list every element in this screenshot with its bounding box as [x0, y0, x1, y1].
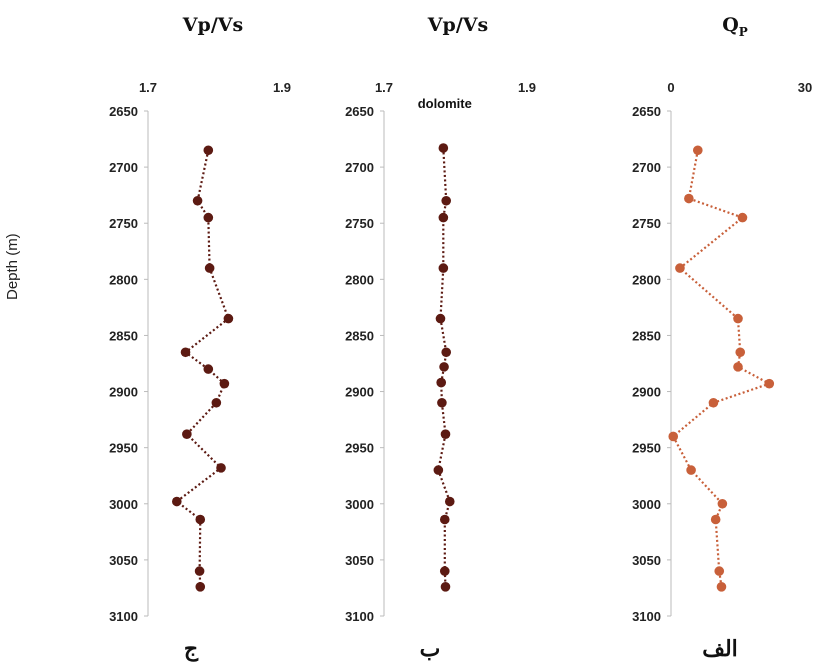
y-tick-label: 3000 — [109, 497, 138, 512]
data-point — [439, 362, 449, 372]
y-tick-label: 2700 — [109, 160, 138, 175]
y-tick-label: 2750 — [345, 216, 374, 231]
y-tick-label: 2900 — [345, 385, 374, 400]
data-point — [182, 429, 192, 440]
data-point — [172, 496, 182, 507]
annotation-label: dolomite — [418, 96, 472, 111]
data-point — [203, 145, 214, 156]
y-tick-label: 2850 — [109, 328, 138, 343]
y-tick-label: 2950 — [632, 441, 661, 456]
data-point — [438, 263, 449, 273]
series-line — [671, 150, 773, 587]
data-point — [216, 463, 226, 473]
data-point — [437, 397, 447, 408]
y-tick-label: 2650 — [632, 104, 661, 119]
x-tick-label: 1.9 — [273, 80, 291, 95]
x-tick-label: 0 — [667, 80, 674, 95]
y-tick-label: 2850 — [632, 328, 661, 343]
y-tick-label: 2700 — [632, 160, 661, 175]
data-point — [675, 263, 685, 273]
data-point — [764, 378, 775, 389]
data-point — [436, 377, 447, 388]
title-right-sub: P — [738, 24, 748, 39]
y-tick-label: 3050 — [109, 553, 138, 568]
data-point — [716, 582, 727, 592]
title-right-main: Q — [722, 14, 739, 36]
y-tick-label: 2800 — [109, 272, 138, 287]
data-point — [441, 347, 452, 358]
x-tick-label: 1.7 — [139, 80, 157, 95]
data-point — [194, 566, 205, 576]
data-point — [717, 498, 728, 509]
data-point — [223, 313, 234, 324]
data-point — [714, 566, 725, 576]
data-point — [668, 431, 679, 442]
y-tick-label: 2750 — [632, 216, 661, 231]
x-tick-label: 1.9 — [518, 80, 536, 95]
y-tick-label: 2800 — [345, 272, 374, 287]
y-tick-label: 2750 — [109, 216, 138, 231]
data-point — [439, 566, 450, 576]
data-point — [192, 195, 203, 206]
data-point — [733, 313, 743, 324]
data-point — [733, 362, 743, 372]
data-point — [433, 465, 444, 475]
data-point — [693, 145, 703, 156]
data-point — [195, 514, 206, 525]
data-point — [203, 364, 214, 374]
data-point — [440, 429, 451, 440]
data-point — [708, 397, 719, 408]
data-point — [195, 582, 206, 592]
y-tick-label: 2850 — [345, 328, 374, 343]
y-tick-label: 2950 — [345, 441, 374, 456]
y-tick-label: 3050 — [632, 553, 661, 568]
data-point — [203, 212, 214, 223]
data-point — [684, 193, 694, 204]
data-point — [444, 496, 455, 507]
y-tick-label: 2700 — [345, 160, 374, 175]
panel-label-left: ج — [183, 636, 199, 662]
data-point — [219, 378, 230, 389]
y-tick-label: 3000 — [345, 497, 374, 512]
y-tick-label: 2650 — [109, 104, 138, 119]
data-point — [438, 143, 449, 153]
data-point — [735, 347, 746, 358]
y-tick-label: 3050 — [345, 553, 374, 568]
data-point — [180, 347, 191, 358]
y-tick-label: 2950 — [109, 441, 138, 456]
data-point — [435, 313, 446, 324]
data-point — [737, 212, 748, 223]
data-point — [686, 465, 696, 475]
title-middle: Vp/Vs — [427, 14, 489, 36]
x-tick-label: 1.7 — [375, 80, 393, 95]
y-tick-label: 3100 — [109, 609, 138, 624]
data-point — [441, 195, 452, 206]
title-left: Vp/Vs — [182, 14, 244, 36]
y-tick-label: 2800 — [632, 272, 661, 287]
y-tick-label: 2650 — [345, 104, 374, 119]
y-tick-label: 3100 — [632, 609, 661, 624]
panel-label-right: الف — [702, 636, 738, 662]
panel-label-middle: ب — [419, 636, 441, 662]
data-point — [439, 514, 450, 525]
y-tick-label: 3000 — [632, 497, 661, 512]
y-tick-label: 2900 — [632, 385, 661, 400]
title-right: QP — [660, 14, 810, 39]
y-tick-label: 2900 — [109, 385, 138, 400]
y-tick-label: 3100 — [345, 609, 374, 624]
data-point — [204, 263, 215, 273]
data-point — [438, 212, 449, 223]
data-point — [211, 397, 222, 408]
data-point — [710, 514, 721, 525]
x-tick-label: 30 — [798, 80, 812, 95]
data-point — [440, 582, 451, 592]
